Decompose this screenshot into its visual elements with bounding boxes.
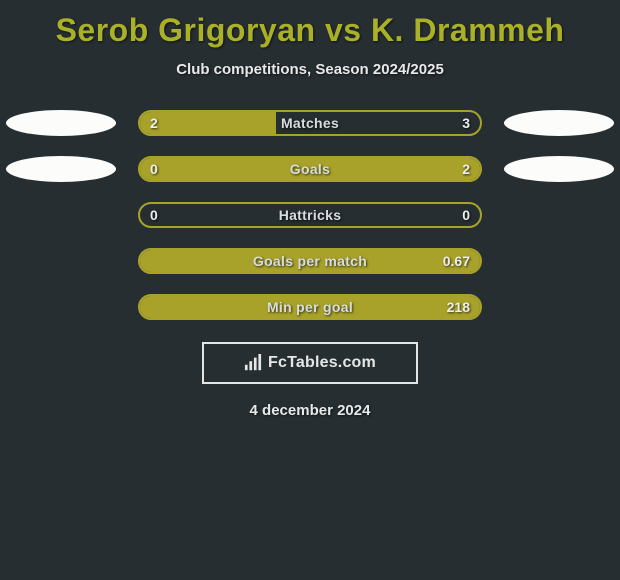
page-title: Serob Grigoryan vs K. Drammeh xyxy=(0,0,620,49)
brand-logo[interactable]: FcTables.com xyxy=(202,342,418,384)
stat-label: Min per goal xyxy=(140,296,480,318)
stat-bar: 2 Matches 3 xyxy=(138,110,482,136)
stat-value-right: 218 xyxy=(447,296,470,318)
stat-bar: 0 Goals 2 xyxy=(138,156,482,182)
brand-text: FcTables.com xyxy=(268,354,376,372)
player-right-badge xyxy=(504,156,614,182)
stat-bar: Goals per match 0.67 xyxy=(138,248,482,274)
stat-row: 0 Hattricks 0 xyxy=(0,202,620,228)
stat-value-right: 0.67 xyxy=(443,250,470,272)
stat-value-right: 0 xyxy=(462,204,470,226)
stat-row: 0 Goals 2 xyxy=(0,156,620,182)
stat-bar: 0 Hattricks 0 xyxy=(138,202,482,228)
stat-row: Goals per match 0.67 xyxy=(0,248,620,274)
page-date: 4 december 2024 xyxy=(0,402,620,419)
stat-value-right: 3 xyxy=(462,112,470,134)
barchart-icon xyxy=(244,354,262,372)
stat-label: Matches xyxy=(140,112,480,134)
stat-value-right: 2 xyxy=(462,158,470,180)
stat-bar: Min per goal 218 xyxy=(138,294,482,320)
stat-label: Hattricks xyxy=(140,204,480,226)
stat-row: 2 Matches 3 xyxy=(0,110,620,136)
stat-label: Goals xyxy=(140,158,480,180)
comparison-rows: 2 Matches 3 0 Goals 2 0 Hattricks 0 xyxy=(0,110,620,320)
player-left-badge xyxy=(6,110,116,136)
stat-label: Goals per match xyxy=(140,250,480,272)
stat-row: Min per goal 218 xyxy=(0,294,620,320)
player-left-badge xyxy=(6,156,116,182)
player-right-badge xyxy=(504,110,614,136)
page-subtitle: Club competitions, Season 2024/2025 xyxy=(0,61,620,78)
